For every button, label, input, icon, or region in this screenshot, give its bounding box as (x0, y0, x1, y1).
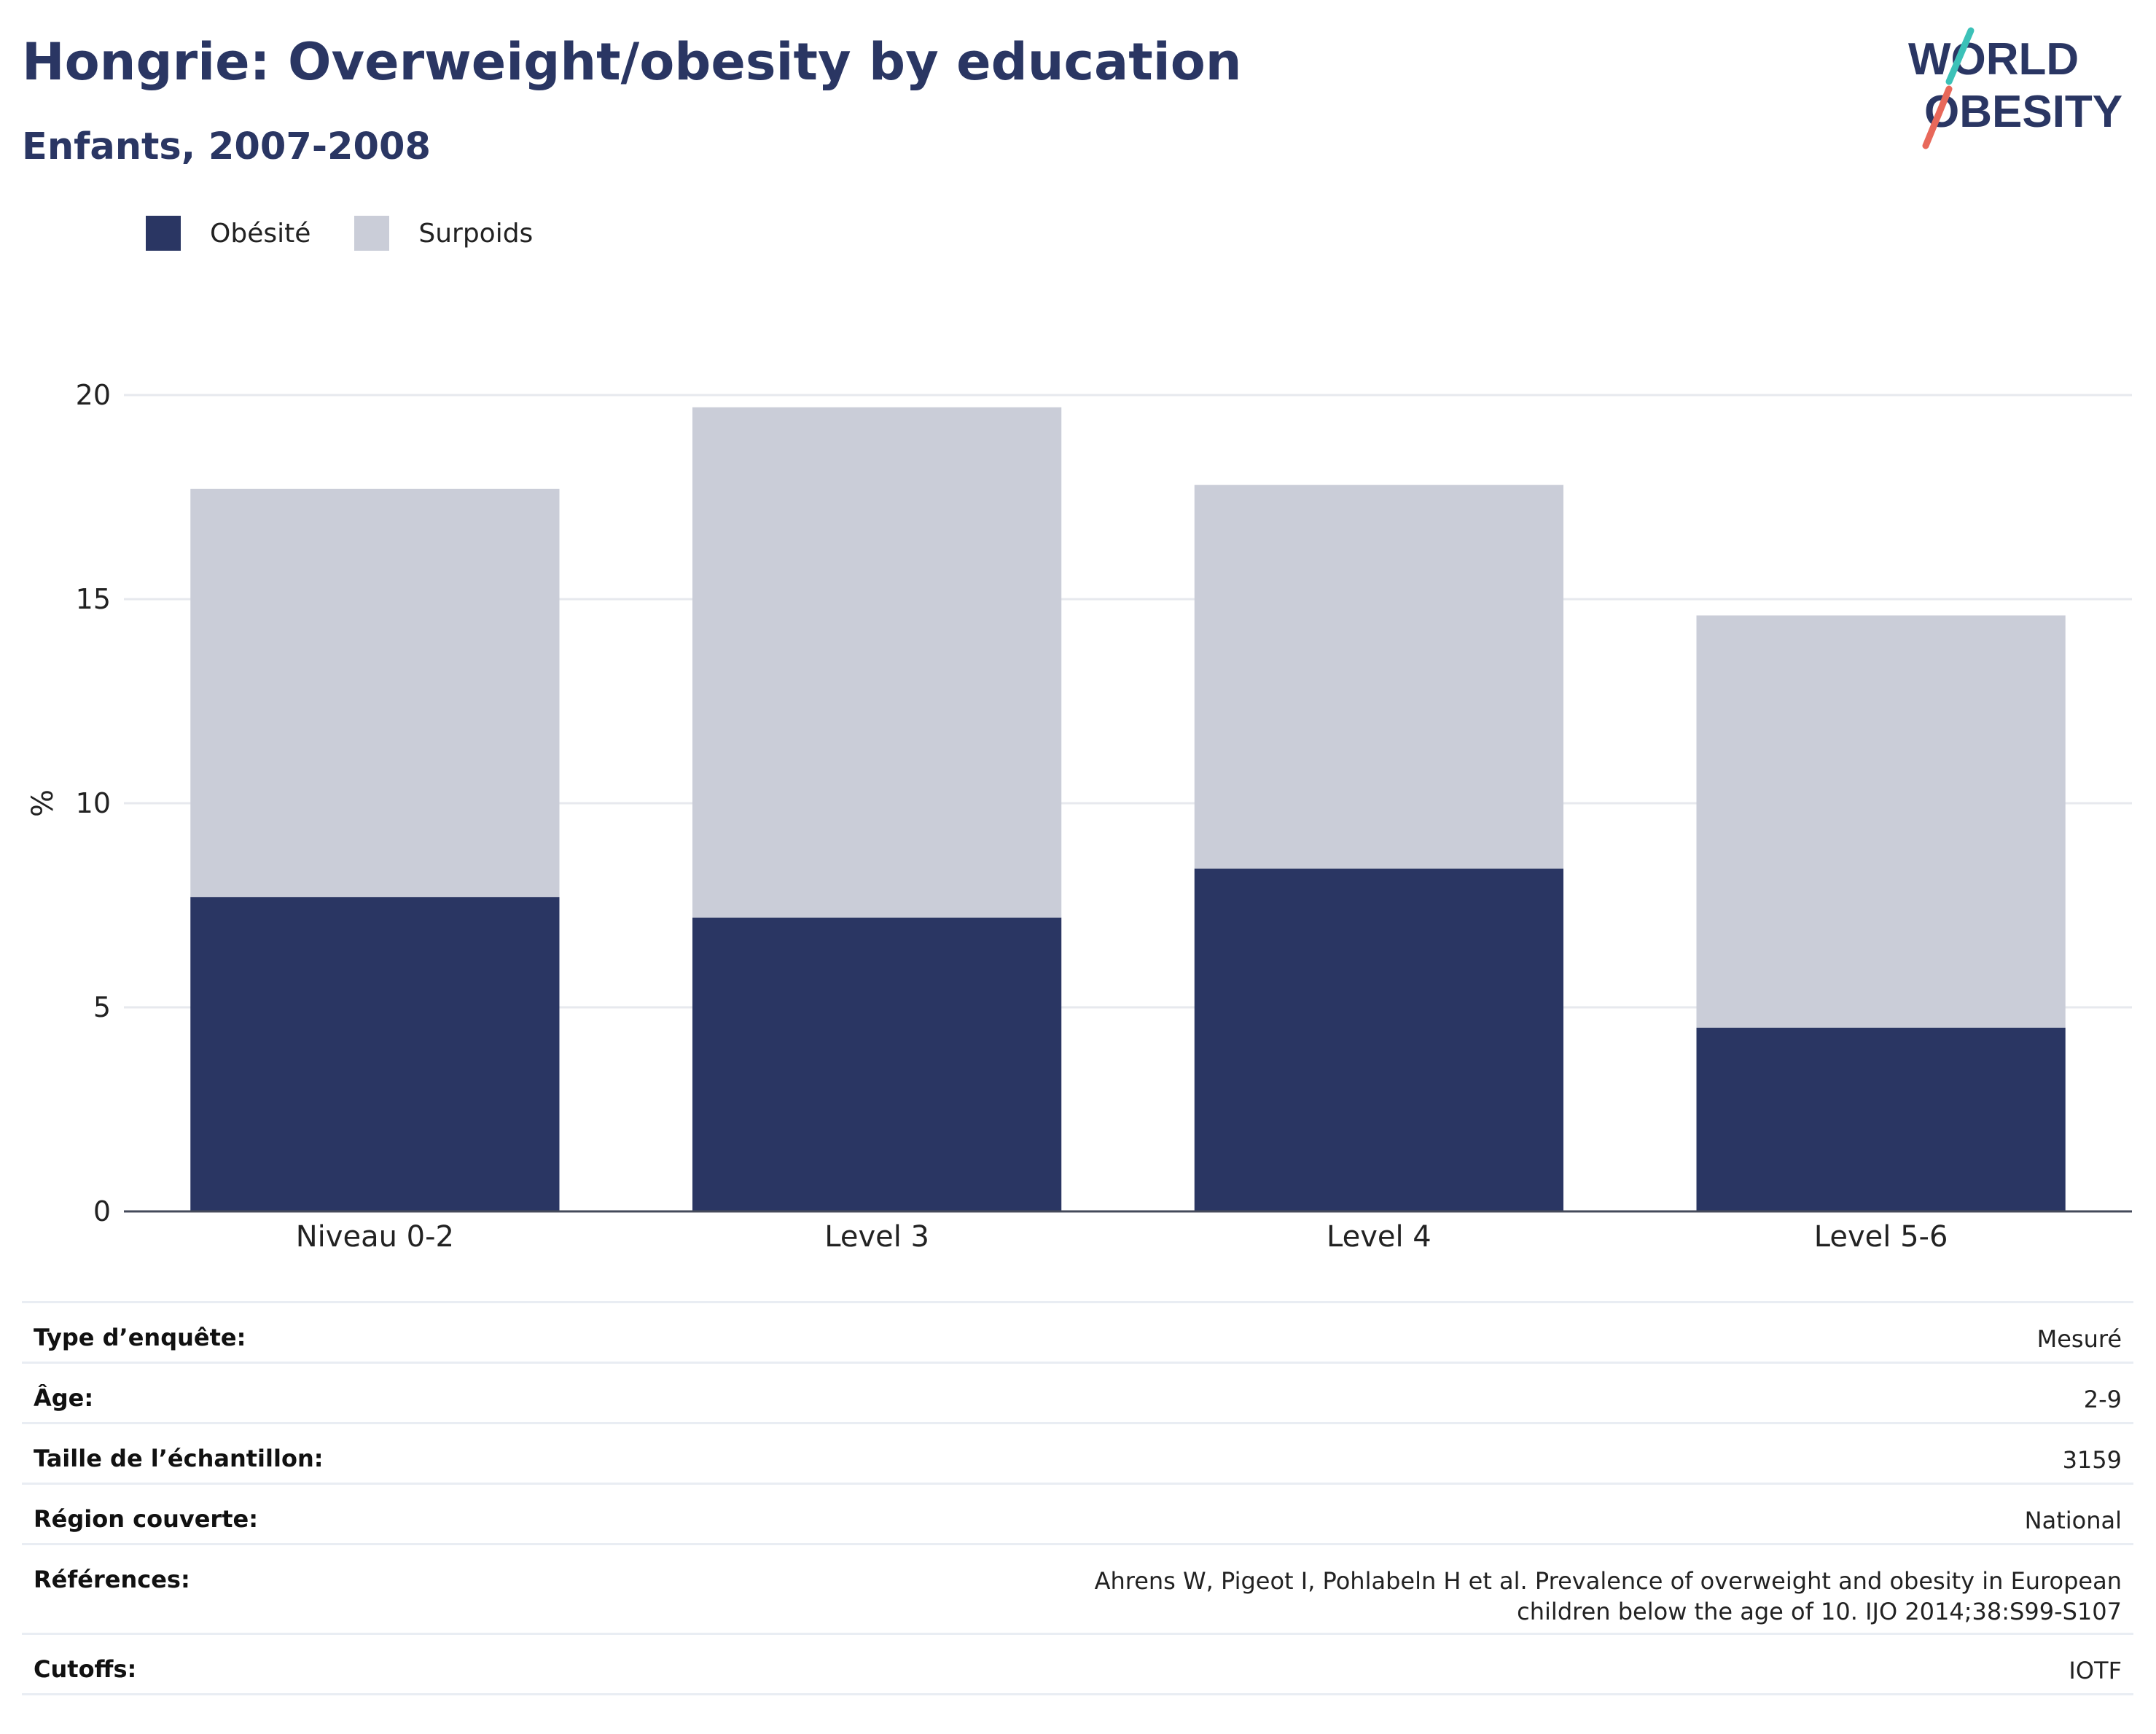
stacked-bar-chart: 0 5 10 15 20% Niveau 0-2 Level 3 Level 4 Level 5… (26, 379, 2132, 1254)
metadata-row: Région couverte: National (22, 1483, 2133, 1544)
metadata-label: Type d’enquête: (22, 1301, 335, 1363)
metadata-label: Âge: (22, 1362, 335, 1423)
y-tick-label: 0 (93, 1195, 111, 1227)
legend-label-obesite: Obésité (210, 218, 311, 249)
y-tick-label: 5 (93, 991, 111, 1023)
metadata-row: Âge: 2-9 (22, 1362, 2133, 1423)
legend-label-surpoids: Surpoids (418, 218, 534, 249)
y-tick-label: 15 (76, 583, 111, 615)
metadata-row: Taille de l’échantillon: 3159 (22, 1422, 2133, 1484)
metadata-value: Mesuré (335, 1301, 2133, 1363)
y-tick-label: 10 (76, 787, 111, 819)
metadata-label: Références: (22, 1543, 335, 1634)
legend-swatch-obesite (146, 216, 181, 251)
chart-subtitle: Enfants, 2007-2008 (22, 125, 431, 168)
x-tick-label: Niveau 0-2 (296, 1220, 454, 1254)
metadata-row: Références: Ahrens W, Pigeot I, Pohlabeln… (22, 1543, 2133, 1634)
metadata-label: Cutoffs: (22, 1633, 335, 1695)
legend: Obésité Surpoids (146, 216, 577, 251)
bar-obesite-4 (1696, 1028, 2066, 1211)
logo-line2: OBESITY (1924, 87, 2122, 137)
y-tick-label: 20 (76, 379, 111, 411)
bar-obesite-3 (1194, 868, 1563, 1211)
metadata-row: Type d’enquête: Mesuré (22, 1301, 2133, 1363)
metadata-table: Type d’enquête: Mesuré Âge: 2-9 Taille de l’… (22, 1301, 2133, 1695)
metadata-value: 2-9 (335, 1362, 2133, 1423)
metadata-value: IOTF (335, 1633, 2133, 1695)
world-obesity-logo: WORLD OBESITY (1908, 27, 2122, 149)
x-tick-label: Level 3 (824, 1220, 929, 1254)
chart-title: Hongrie: Overweight/obesity by education (22, 32, 1242, 92)
x-tick-label: Level 5-6 (1814, 1220, 1948, 1254)
bar-surpoids-3 (1194, 485, 1563, 869)
metadata-row: Cutoffs: IOTF (22, 1633, 2133, 1695)
bar-obesite-2 (692, 917, 1062, 1211)
logo-accent-coral (1922, 85, 1953, 149)
legend-item-surpoids[interactable]: Surpoids (354, 216, 533, 251)
metadata-value: National (335, 1483, 2133, 1544)
legend-item-obesite[interactable]: Obésité (146, 216, 310, 251)
bar-surpoids-4 (1696, 615, 2066, 1028)
logo-line1: WORLD (1908, 34, 2079, 85)
bar-surpoids-1 (190, 488, 560, 897)
bar-surpoids-2 (692, 407, 1062, 918)
bar-obesite-1 (190, 897, 560, 1211)
x-tick-label: Level 4 (1327, 1220, 1432, 1254)
logo-accent-teal (1945, 27, 1975, 85)
metadata-value: Ahrens W, Pigeot I, Pohlabeln H et al. P… (335, 1543, 2133, 1634)
metadata-label: Région couverte: (22, 1483, 335, 1544)
metadata-label: Taille de l’échantillon: (22, 1422, 335, 1484)
legend-swatch-surpoids (354, 216, 390, 251)
y-axis-label: % (26, 789, 60, 817)
metadata-value: 3159 (335, 1422, 2133, 1484)
